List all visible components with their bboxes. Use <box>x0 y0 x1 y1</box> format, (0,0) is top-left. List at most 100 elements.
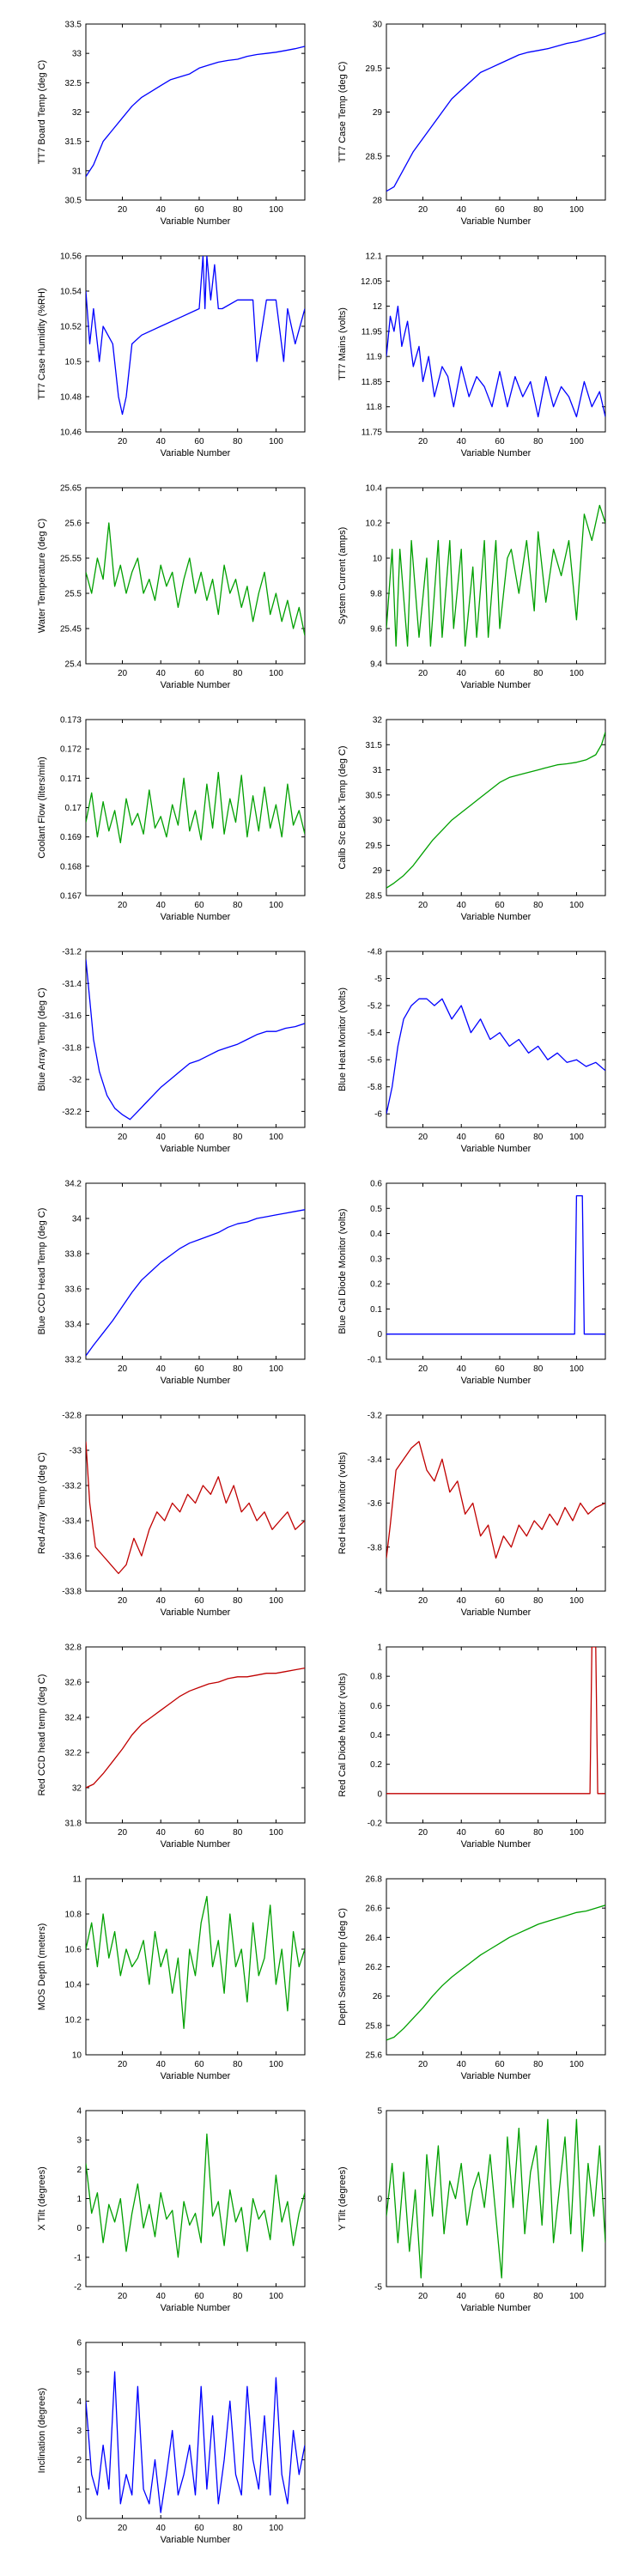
x-tick-label: 20 <box>418 2292 428 2301</box>
series-line <box>386 1647 605 1795</box>
y-tick-label: -31.4 <box>62 980 82 989</box>
y-tick-label: -32.8 <box>62 1412 82 1421</box>
x-tick-label: 40 <box>156 1828 167 1838</box>
y-tick-label: 11.9 <box>366 353 382 362</box>
plot-frame <box>85 1182 306 1360</box>
x-tick-label: 100 <box>269 2524 283 2533</box>
y-tick-label: 10.5 <box>65 358 82 368</box>
y-tick-label: 32.6 <box>65 1679 82 1688</box>
x-tick-label: 20 <box>418 205 428 215</box>
x-tick-label: 80 <box>233 2292 243 2301</box>
y-axis-label: Depth Sensor Temp (deg C) <box>337 1908 348 2026</box>
y-tick-label: -31.2 <box>62 948 82 957</box>
y-tick-label: 34 <box>72 1215 82 1224</box>
y-tick-label: 29 <box>373 866 383 876</box>
y-tick-label: 30.5 <box>366 791 383 800</box>
y-tick-label: 32 <box>373 716 383 726</box>
y-tick-label: -5.2 <box>368 1002 383 1012</box>
y-tick-label: 10.6 <box>65 1946 82 1955</box>
x-tick-label: 100 <box>569 901 584 910</box>
y-tick-label: 0 <box>76 2515 82 2524</box>
x-tick-label: 20 <box>118 1364 128 1374</box>
y-axis-label: Calib Src Block Temp (deg C) <box>337 745 348 869</box>
x-axis-label: Variable Number <box>161 1144 231 1154</box>
x-tick-label: 40 <box>457 1828 467 1838</box>
y-axis-label: Coolant Flow (liters/min) <box>37 756 47 859</box>
y-axis-label: Blue Array Temp (deg C) <box>37 987 47 1091</box>
x-tick-label: 60 <box>194 2524 204 2533</box>
y-tick-label: 31.8 <box>65 1820 82 1829</box>
x-tick-label: 60 <box>194 1596 204 1606</box>
plot-frame <box>386 23 606 201</box>
y-tick-label: 29.5 <box>366 64 383 74</box>
y-tick-label: 26 <box>373 1992 383 2002</box>
x-tick-label: 20 <box>418 2060 428 2069</box>
y-tick-label: 0.167 <box>60 892 82 902</box>
x-axis-label: Variable Number <box>161 912 231 922</box>
series-line <box>86 46 305 178</box>
x-tick-label: 60 <box>194 669 204 678</box>
y-tick-label: 10.2 <box>366 519 383 529</box>
y-tick-label: 6 <box>76 2339 82 2348</box>
y-tick-label: 32.4 <box>65 1714 82 1723</box>
x-axis-label: Variable Number <box>461 216 532 227</box>
x-tick-label: 40 <box>457 437 467 447</box>
y-tick-label: 0.4 <box>370 1731 382 1741</box>
y-axis-label: TT7 Board Temp (deg C) <box>37 60 47 164</box>
y-axis-label: Blue Heat Monitor (volts) <box>337 987 348 1091</box>
y-axis-label: Red CCD head temp (deg C) <box>37 1674 47 1796</box>
x-tick-label: 60 <box>194 2292 204 2301</box>
chart-panel: 20 40 60 80 100 10.46 10.48 10.5 10.52 10.54 10.56… <box>37 252 306 459</box>
x-axis-label: Variable Number <box>161 1839 231 1850</box>
x-tick-label: 60 <box>495 1828 505 1838</box>
chart-panel: 20 40 60 80 100 -4 -3.8 -3.6 -3.4 -3.2 Variable Nu… <box>337 1412 606 1618</box>
series-line <box>86 1895 305 2029</box>
x-tick-label: 60 <box>495 1596 505 1606</box>
y-tick-label: 34.2 <box>65 1180 82 1189</box>
y-tick-label: 0.172 <box>60 745 82 755</box>
y-tick-label: 12 <box>373 302 383 312</box>
x-tick-label: 20 <box>418 1596 428 1606</box>
x-tick-label: 60 <box>495 437 505 447</box>
y-tick-label: 33.8 <box>65 1250 82 1260</box>
y-tick-label: -33.6 <box>62 1552 82 1562</box>
y-axis-label: X Tilt (degrees) <box>37 2166 47 2231</box>
y-tick-label: 2 <box>76 2456 82 2465</box>
plot-frame <box>386 1646 606 1824</box>
y-tick-label: 30 <box>373 817 383 826</box>
x-tick-label: 60 <box>194 437 204 447</box>
y-tick-label: 2 <box>76 2166 82 2175</box>
y-tick-label: -5.6 <box>368 1056 383 1066</box>
plot-frame <box>386 951 606 1128</box>
x-tick-label: 100 <box>269 1133 283 1142</box>
y-tick-label: 28.5 <box>366 152 383 161</box>
series-line <box>386 32 605 192</box>
y-tick-label: 0.6 <box>370 1180 382 1189</box>
y-tick-label: 31 <box>373 766 383 775</box>
x-tick-label: 100 <box>269 437 283 447</box>
plot-frame <box>85 1878 306 2056</box>
y-tick-label: -4.8 <box>368 948 383 957</box>
y-tick-label: 5 <box>377 2107 382 2117</box>
y-tick-label: 0.1 <box>370 1305 382 1315</box>
series-line <box>86 771 305 844</box>
chart-panel: 20 40 60 80 100 25.6 25.8 26 26.2 26.4 26.6 26.8 Var… <box>337 1875 606 2081</box>
x-tick-label: 100 <box>569 205 584 215</box>
y-tick-label: -5.8 <box>368 1083 383 1092</box>
series-line <box>86 1209 305 1357</box>
x-tick-label: 80 <box>533 2292 544 2301</box>
y-tick-label: -3.4 <box>368 1455 383 1465</box>
x-tick-label: 20 <box>118 1596 128 1606</box>
x-tick-label: 60 <box>194 901 204 910</box>
series-line <box>386 305 605 418</box>
x-axis-label: Variable Number <box>461 1144 532 1154</box>
chart-panel: 20 40 60 80 100 9.4 9.6 9.8 10 10.2 10.4 Variable N… <box>337 484 606 690</box>
y-tick-label: 11.75 <box>361 428 383 438</box>
y-tick-label: 0.168 <box>60 862 82 872</box>
y-tick-label: 10.56 <box>60 252 82 262</box>
y-tick-label: 31.5 <box>65 137 82 147</box>
y-tick-label: 30 <box>373 21 383 30</box>
y-tick-label: -33.2 <box>62 1482 82 1492</box>
series-line <box>86 256 305 416</box>
y-axis-label: TT7 Case Temp (deg C) <box>337 62 348 163</box>
